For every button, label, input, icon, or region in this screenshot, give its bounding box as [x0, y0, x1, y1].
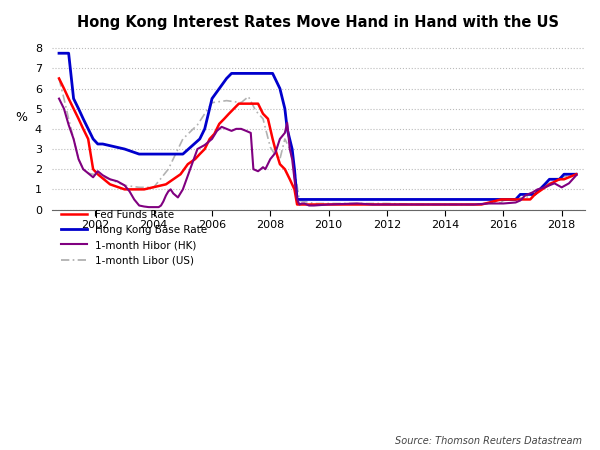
Legend: Fed Funds Rate, Hong Kong Base Rate, 1-month Hibor (HK), 1-month Libor (US): Fed Funds Rate, Hong Kong Base Rate, 1-m… [57, 206, 212, 270]
Text: Source: Thomson Reuters Datastream: Source: Thomson Reuters Datastream [395, 436, 582, 446]
Title: Hong Kong Interest Rates Move Hand in Hand with the US: Hong Kong Interest Rates Move Hand in Ha… [77, 15, 559, 30]
Y-axis label: %: % [15, 111, 27, 124]
